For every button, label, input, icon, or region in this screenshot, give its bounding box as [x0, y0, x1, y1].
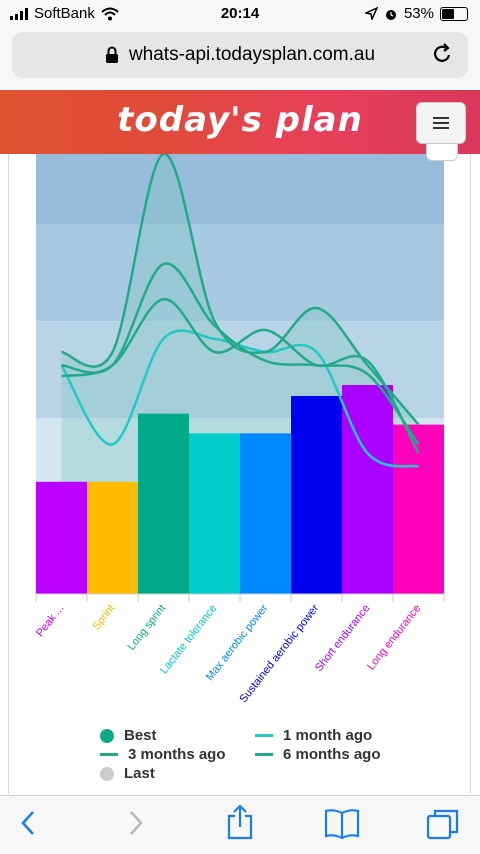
bar-long-endurance — [393, 424, 444, 594]
battery-icon — [440, 6, 468, 21]
battery-percent: 53% — [403, 5, 434, 22]
x-tick-label: Sprint — [90, 602, 117, 632]
lock-icon — [105, 46, 118, 63]
forward-icon[interactable] — [126, 808, 146, 838]
hamburger-menu-button[interactable] — [416, 102, 466, 144]
series-line-1 — [61, 297, 420, 454]
legend-item-best[interactable]: Best — [100, 727, 157, 744]
location-icon — [364, 7, 378, 20]
x-tick-label: Short endurance — [313, 602, 373, 673]
legend-line-3-months — [100, 753, 118, 756]
url-text: whats-api.todaysplan.com.au — [128, 44, 376, 65]
bar-short-endurance — [342, 385, 393, 594]
chart-band — [36, 224, 444, 322]
legend-item-3-months[interactable]: 3 months ago — [100, 746, 226, 763]
address-bar[interactable]: whats-api.todaysplan.com.au — [12, 32, 468, 78]
status-right: 53% — [364, 5, 468, 22]
carrier-group: SoftBank — [10, 5, 119, 22]
legend-label-6-months: 6 months ago — [283, 746, 381, 763]
alarm-icon — [385, 9, 396, 20]
chart-options-tab[interactable] — [426, 144, 458, 161]
legend-line-6-months — [255, 753, 273, 756]
series-line-2 — [61, 154, 420, 426]
legend-label-3-months: 3 months ago — [128, 746, 226, 763]
series-line-3 — [61, 262, 420, 446]
brand-logo[interactable]: today's plan — [117, 100, 363, 140]
x-tick-label: Lactate tolerance — [158, 602, 219, 676]
chart-band — [36, 154, 444, 225]
content-divider-left — [8, 154, 9, 794]
bar-sprint — [87, 481, 138, 594]
back-icon[interactable] — [18, 808, 38, 838]
x-tick-label: Long sprint — [125, 602, 168, 652]
legend-label-best: Best — [124, 727, 157, 744]
browser-toolbar — [0, 795, 480, 854]
bar-peak- — [36, 481, 87, 594]
legend-item-last[interactable]: Last — [100, 765, 155, 782]
legend-dot-last — [100, 766, 114, 781]
wifi-icon — [101, 7, 119, 20]
x-tick-label: Long endurance — [365, 602, 423, 672]
status-bar: SoftBank 20:14 53% — [0, 0, 480, 28]
clock: 20:14 — [220, 5, 260, 22]
site-header: today's plan — [0, 90, 480, 154]
legend-item-6-months[interactable]: 6 months ago — [255, 746, 381, 763]
legend-dot-best — [100, 728, 114, 743]
bar-long-sprint — [138, 413, 189, 594]
bookmarks-icon[interactable] — [324, 808, 360, 840]
browser-chrome: whats-api.todaysplan.com.au — [0, 28, 480, 88]
tabs-icon[interactable] — [426, 808, 460, 840]
share-icon[interactable] — [226, 804, 254, 840]
content-divider-right — [470, 154, 471, 794]
legend-label-1-month: 1 month ago — [283, 727, 373, 744]
bar-max-aerobic-power — [240, 433, 291, 594]
signal-icon — [10, 7, 28, 20]
carrier-name: SoftBank — [34, 5, 95, 22]
bar-sustained-aerobic-power — [291, 396, 342, 594]
legend-line-1-month — [255, 734, 273, 737]
legend-label-last: Last — [124, 765, 155, 782]
bar-lactate-tolerance — [189, 433, 240, 594]
legend-item-1-month[interactable]: 1 month ago — [255, 727, 372, 744]
reload-icon[interactable] — [432, 42, 454, 66]
x-tick-label: Peak ... — [34, 602, 66, 639]
